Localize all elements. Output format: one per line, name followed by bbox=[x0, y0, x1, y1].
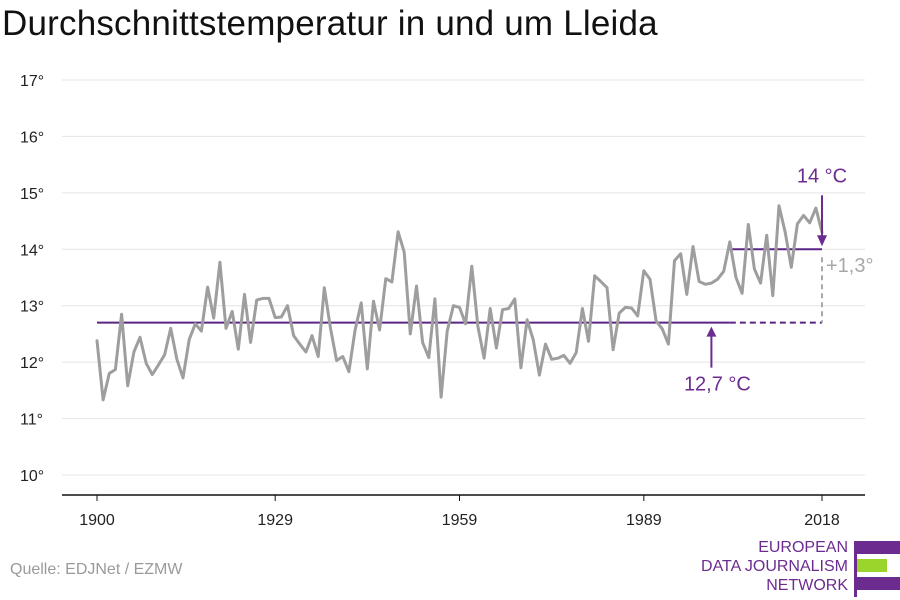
chart-title: Durchschnittstemperatur in und um Lleida bbox=[2, 4, 658, 43]
difference-label: +1,3° bbox=[826, 255, 873, 277]
series-line bbox=[95, 204, 824, 402]
x-tick-label: 1989 bbox=[626, 512, 662, 529]
logo-bar bbox=[857, 541, 900, 554]
y-tick-label: 13° bbox=[20, 299, 44, 316]
arrow-head bbox=[706, 326, 717, 337]
reference-label-new: 14 °C bbox=[797, 165, 847, 187]
y-tick-label: 16° bbox=[20, 129, 44, 146]
y-axis-ticks: 10° 11° 12° 13° 14° 15° 16° 17° bbox=[20, 73, 44, 485]
temperature-series bbox=[95, 204, 824, 402]
edjnet-logo: EUROPEAN DATA JOURNALISM NETWORK bbox=[701, 539, 900, 597]
y-tick-label: 12° bbox=[20, 355, 44, 372]
y-tick-label: 17° bbox=[20, 73, 44, 90]
reference-label-old: 12,7 °C bbox=[684, 374, 751, 396]
logo-text-line: EUROPEAN bbox=[758, 539, 848, 556]
logo-bar bbox=[854, 541, 857, 597]
logo-bar bbox=[857, 577, 900, 590]
logo-text-line: NETWORK bbox=[766, 577, 848, 594]
y-tick-label: 15° bbox=[20, 186, 44, 203]
logo-bar bbox=[857, 559, 887, 572]
annotations: 12,7 °C 14 °C +1,3° bbox=[684, 165, 874, 395]
grid bbox=[62, 79, 865, 476]
x-tick-label: 2018 bbox=[804, 512, 840, 529]
x-tick-label: 1900 bbox=[79, 512, 115, 529]
arrow-head bbox=[817, 235, 827, 247]
x-axis-ticks: 1900 1929 1959 1989 2018 bbox=[79, 495, 840, 529]
y-tick-label: 11° bbox=[20, 412, 43, 429]
logo-text-line: DATA JOURNALISM bbox=[701, 558, 848, 575]
x-tick-label: 1929 bbox=[257, 512, 293, 529]
y-tick-label: 10° bbox=[20, 468, 44, 485]
x-tick-label: 1959 bbox=[442, 512, 478, 529]
source-note: Quelle: EDJNet / EZMW bbox=[10, 561, 183, 578]
y-tick-label: 14° bbox=[20, 242, 44, 259]
